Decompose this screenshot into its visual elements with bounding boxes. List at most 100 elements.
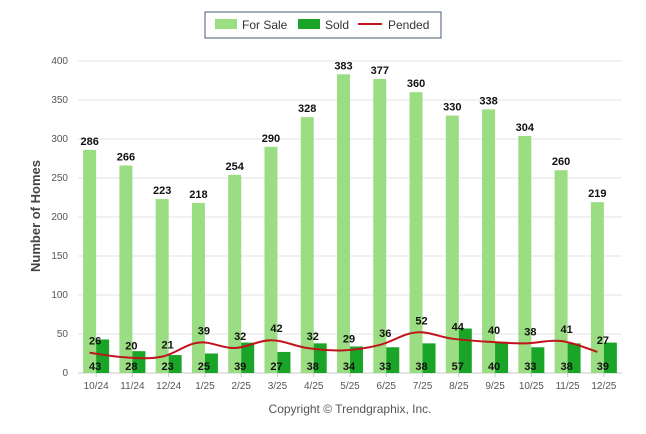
label-sold: 33 xyxy=(524,361,536,373)
bar-for-sale[interactable] xyxy=(445,115,459,373)
label-for-sale: 304 xyxy=(516,122,535,134)
label-pended: 20 xyxy=(125,340,137,352)
pended-line-path[interactable] xyxy=(89,331,598,360)
x-tick-label: 11/24 xyxy=(120,381,145,392)
bar-for-sale[interactable] xyxy=(191,202,205,373)
label-for-sale: 290 xyxy=(262,133,280,145)
bar-sold[interactable] xyxy=(132,351,146,373)
label-for-sale: 260 xyxy=(552,156,570,168)
bar-for-sale[interactable] xyxy=(554,170,568,373)
legend-box xyxy=(204,11,442,39)
bar-sold[interactable] xyxy=(603,342,617,373)
legend-label-sold[interactable]: Sold xyxy=(325,18,349,32)
bar-sold[interactable] xyxy=(241,342,255,373)
label-sold: 38 xyxy=(560,361,572,373)
bar-for-sale[interactable] xyxy=(155,199,169,373)
bar-for-sale[interactable] xyxy=(482,109,496,374)
bar-sold[interactable] xyxy=(531,347,545,373)
x-tick-label: 12/24 xyxy=(156,381,181,392)
legend-label-for-sale[interactable]: For Sale xyxy=(242,18,288,32)
label-pended: 26 xyxy=(89,336,101,348)
x-tick-label: 6/25 xyxy=(377,381,397,392)
bar-sold[interactable] xyxy=(567,343,581,373)
bar-sold[interactable] xyxy=(168,355,182,373)
x-tick-label: 9/25 xyxy=(485,381,505,392)
bar-sold[interactable] xyxy=(96,339,110,373)
y-tick-label: 100 xyxy=(51,290,68,301)
x-tick-label: 12/25 xyxy=(591,381,616,392)
bar-for-sale[interactable] xyxy=(119,165,133,373)
label-sold: 25 xyxy=(198,361,210,373)
bar-sold[interactable] xyxy=(277,351,291,373)
bar-for-sale[interactable] xyxy=(373,78,387,373)
label-sold: 38 xyxy=(415,361,427,373)
y-tick-label: 50 xyxy=(57,329,69,340)
x-tick-label: 8/25 xyxy=(449,381,469,392)
label-pended: 27 xyxy=(597,335,609,347)
label-pended: 39 xyxy=(198,326,210,338)
y-tick-label: 300 xyxy=(51,134,68,145)
label-sold: 23 xyxy=(162,361,174,373)
y-tick-label: 150 xyxy=(51,251,68,262)
bar-for-sale[interactable] xyxy=(264,146,278,373)
x-tick-label: 4/25 xyxy=(304,381,324,392)
x-tick-label: 11/25 xyxy=(555,381,580,392)
x-tick-label: 5/25 xyxy=(340,381,360,392)
label-pended: 41 xyxy=(560,324,572,336)
label-for-sale: 338 xyxy=(479,95,497,107)
legend-label-pended[interactable]: Pended xyxy=(388,18,429,32)
bar-for-sale[interactable] xyxy=(409,92,423,373)
bar-for-sale[interactable] xyxy=(337,74,350,373)
y-tick-label: 400 xyxy=(51,56,68,67)
label-for-sale: 286 xyxy=(80,136,98,148)
label-sold: 40 xyxy=(488,361,500,373)
bar-sold[interactable] xyxy=(422,343,436,373)
label-pended: 21 xyxy=(162,340,174,352)
label-pended: 42 xyxy=(270,323,282,335)
data-labels: 286 266 223 218 254 290 328 383 377 360 330 338 304 2… xyxy=(80,60,609,373)
bar-for-sale[interactable] xyxy=(300,117,314,373)
bar-sold[interactable] xyxy=(495,341,509,373)
label-for-sale: 360 xyxy=(407,78,425,90)
x-tick-label: 10/25 xyxy=(519,381,544,392)
y-tick-label: 250 xyxy=(51,173,68,184)
y-axis-title: Number of Homes xyxy=(28,160,43,272)
legend-swatch-sold[interactable] xyxy=(298,19,320,29)
bar-for-sale[interactable] xyxy=(83,149,97,373)
label-for-sale: 218 xyxy=(189,189,207,201)
label-pended: 29 xyxy=(343,333,355,345)
x-tick-label: 2/25 xyxy=(231,381,251,392)
y-tick-label: 200 xyxy=(51,212,68,223)
y-tick-label: 0 xyxy=(62,368,68,379)
label-for-sale: 219 xyxy=(588,188,606,200)
label-for-sale: 223 xyxy=(153,185,171,197)
label-for-sale: 377 xyxy=(371,65,389,77)
label-pended: 38 xyxy=(524,326,536,338)
x-tick-label: 1/25 xyxy=(195,381,215,392)
label-sold: 33 xyxy=(379,361,391,373)
legend: For Sale Sold Pended xyxy=(204,11,442,39)
label-for-sale: 266 xyxy=(117,152,135,164)
copyright-text: Copyright © Trendgraphix, Inc. xyxy=(269,402,432,416)
y-tick-label: 350 xyxy=(51,95,68,106)
bar-for-sale[interactable] xyxy=(518,135,532,373)
label-sold: 57 xyxy=(452,361,464,373)
label-pended: 36 xyxy=(379,328,391,340)
x-tick-label: 3/25 xyxy=(268,381,288,392)
legend-swatch-for-sale[interactable] xyxy=(215,19,237,29)
label-pended: 44 xyxy=(452,322,465,334)
label-pended: 40 xyxy=(488,325,500,337)
label-for-sale: 330 xyxy=(443,102,461,114)
bar-for-sale[interactable] xyxy=(590,202,604,373)
label-sold: 39 xyxy=(597,361,609,373)
x-tick-label: 10/24 xyxy=(84,381,109,392)
label-for-sale: 328 xyxy=(298,103,316,115)
bar-for-sale[interactable] xyxy=(228,174,242,373)
label-sold: 27 xyxy=(270,361,282,373)
bar-sold[interactable] xyxy=(204,353,218,374)
label-for-sale: 254 xyxy=(226,161,245,173)
bar-sold[interactable] xyxy=(386,347,400,373)
bar-sold[interactable] xyxy=(350,346,363,373)
